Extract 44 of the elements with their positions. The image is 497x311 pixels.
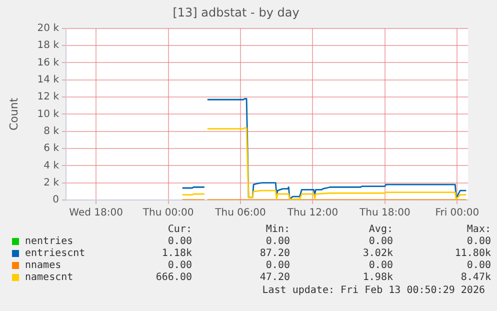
text: Cur: <box>166 224 192 235</box>
y-tick-label: 8 k <box>44 126 60 137</box>
text: 11.80k <box>454 248 491 259</box>
y-tick-label: 12 k <box>37 92 60 103</box>
text: Avg: <box>368 224 393 235</box>
text: 47.20 <box>258 272 290 283</box>
x-tick-label: Thu 18:00 <box>358 208 410 219</box>
text: 0.00 <box>166 236 192 247</box>
text: 0.00 <box>264 260 290 271</box>
x-tick-label: Fri 00:00 <box>435 208 480 219</box>
text: 1.98k <box>362 272 393 283</box>
y-tick-label: 4 k <box>44 160 60 172</box>
x-tick-label: Wed 18:00 <box>69 208 123 219</box>
y-axis-title: Count <box>7 97 20 131</box>
text: 3.02k <box>362 248 393 259</box>
x-tick-label: Thu 12:00 <box>286 208 338 219</box>
y-tick-label: 10 k <box>37 108 60 120</box>
text: 0.00 <box>466 260 491 271</box>
text: 666.00 <box>154 272 192 283</box>
x-tick-label: Thu 06:00 <box>214 208 266 219</box>
legend-label: entriescnt <box>25 248 86 259</box>
text: 87.20 <box>258 248 290 259</box>
text: Max: <box>466 224 491 235</box>
x-tick-label: Thu 00:00 <box>142 208 194 219</box>
y-tick-label: 2 k <box>44 177 60 188</box>
y-tick-label: 0 <box>52 194 59 206</box>
legend-label: nentries <box>25 236 74 247</box>
y-tick-label: 6 k <box>44 143 60 154</box>
text: 1.18k <box>160 248 192 259</box>
text: 0.00 <box>166 260 192 271</box>
text: 0.00 <box>466 236 491 247</box>
y-tick-label: 16 k <box>37 57 60 68</box>
text: 8.47k <box>460 272 491 283</box>
y-tick-label: 20 k <box>37 22 60 34</box>
y-tick-label: 14 k <box>37 74 60 86</box>
text: Last update: Fri Feb 13 00:50:29 2026 <box>261 285 485 296</box>
text: 0.00 <box>368 236 393 247</box>
y-tick-label: 18 k <box>37 40 60 52</box>
text: 0.00 <box>264 236 290 247</box>
text: Min: <box>264 224 290 235</box>
legend-label: namescnt <box>25 272 74 283</box>
text: 0.00 <box>368 260 393 271</box>
chart-title: [13] adbstat - by day <box>172 5 300 20</box>
legend-label: nnames <box>25 260 62 271</box>
